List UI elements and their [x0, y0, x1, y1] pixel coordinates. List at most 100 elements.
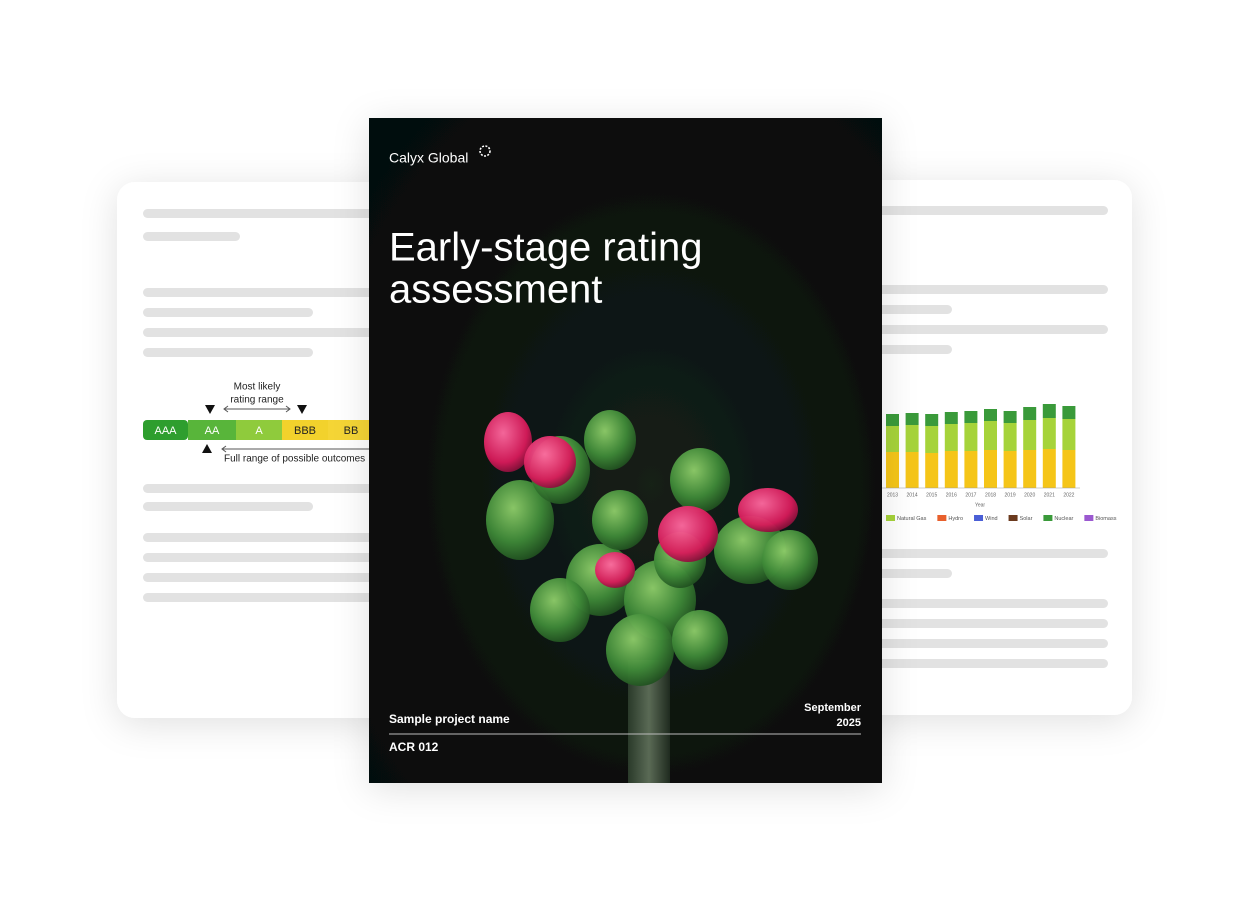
flower-bud — [584, 410, 636, 470]
range-arrow — [221, 445, 380, 453]
flower-bud — [530, 578, 590, 642]
x-tick-label: 2020 — [1024, 492, 1035, 498]
project-code: ACR 012 — [389, 740, 439, 754]
placeholder-line — [143, 553, 383, 562]
grade-segment — [282, 420, 328, 440]
bar-segment — [886, 452, 899, 488]
placeholder-line — [143, 308, 313, 317]
x-tick-label: 2021 — [1044, 492, 1055, 498]
annotation-line: rating range — [230, 395, 284, 406]
bar-segment — [1003, 411, 1017, 423]
bar-segment — [944, 451, 958, 488]
grade-label: AAA — [154, 425, 177, 437]
range-note: Full range of possible outcomes — [224, 454, 365, 465]
flower-bud — [762, 530, 818, 590]
placeholder-line — [870, 285, 1108, 294]
flower-bud-pink — [595, 552, 635, 588]
bar-segment — [1023, 420, 1037, 450]
bar-segment — [944, 412, 958, 424]
bar-segment — [1003, 423, 1017, 451]
grade-label: BBB — [294, 425, 316, 437]
x-axis-title: Year — [975, 502, 985, 508]
legend-label: Nuclear — [1054, 516, 1073, 522]
date-line: 2025 — [837, 717, 861, 729]
bar-segment — [905, 413, 919, 425]
x-tick-label: 2015 — [926, 492, 937, 498]
placeholder-line — [143, 533, 383, 542]
placeholder-line — [870, 345, 952, 354]
flower — [484, 410, 818, 686]
placeholder-line — [870, 305, 952, 314]
bar-segment — [925, 414, 939, 426]
brand-mark — [479, 145, 491, 157]
bar-segment — [905, 425, 919, 452]
legend-label: Solar — [1020, 516, 1033, 522]
flower-bud-pink — [524, 436, 576, 488]
legend-swatch — [974, 515, 984, 521]
bar-segment — [886, 426, 899, 452]
bar-segment — [925, 426, 939, 453]
placeholder-line — [870, 659, 1108, 668]
flower-bud-pink — [484, 412, 532, 472]
x-tick-label: 2019 — [1005, 492, 1016, 498]
flower-bud — [672, 610, 728, 670]
bar-segment — [1042, 418, 1056, 449]
legend-swatch — [1008, 515, 1018, 521]
marker — [297, 405, 307, 414]
marker — [202, 444, 212, 453]
grade-segment — [236, 420, 282, 440]
legend-swatch — [937, 515, 947, 521]
bar-segment — [925, 453, 939, 488]
placeholder-line — [870, 549, 1108, 558]
bar-segment — [984, 450, 997, 488]
placeholder-line — [870, 639, 1108, 648]
range-arrow — [223, 405, 291, 413]
bar-segment — [905, 452, 919, 488]
grade-label: A — [255, 425, 263, 437]
bar-segment — [984, 409, 997, 421]
date-line: September — [804, 702, 862, 714]
bar-segment — [1062, 406, 1076, 419]
bar-segment — [1003, 451, 1017, 488]
x-tick-label: 2013 — [887, 492, 898, 498]
bar-segment — [886, 414, 899, 426]
flower-bud-pink — [738, 488, 798, 532]
x-tick-label: 2016 — [946, 492, 957, 498]
legend-swatch — [1043, 515, 1053, 521]
bar-segment — [1062, 419, 1076, 450]
title-line: assessment — [389, 268, 602, 312]
brand: Calyx Global — [389, 150, 468, 166]
bar-segment — [1023, 450, 1037, 488]
placeholder-line — [870, 619, 1108, 628]
flower-bud — [592, 490, 648, 550]
bar-segment — [1023, 407, 1037, 420]
grade-label: AA — [205, 425, 220, 437]
placeholder-line — [143, 573, 383, 582]
x-tick-label: 2017 — [965, 492, 976, 498]
placeholder-line — [143, 593, 383, 602]
placeholder-line — [870, 599, 1108, 608]
placeholder-line — [870, 569, 952, 578]
legend-label: Wind — [985, 516, 998, 522]
placeholder-line — [143, 209, 403, 218]
flower-bud — [486, 480, 554, 560]
legend-label: Natural Gas — [897, 516, 927, 522]
placeholder-line — [870, 206, 1108, 215]
annotation-line: Most likely — [234, 382, 281, 393]
title-line: Early-stage rating — [389, 226, 702, 270]
placeholder-line — [870, 325, 1108, 334]
bar-segment — [1062, 450, 1076, 488]
x-tick-label: 2022 — [1063, 492, 1074, 498]
placeholder-line — [143, 328, 383, 337]
bar-segment — [964, 411, 978, 423]
grade-segment — [143, 420, 188, 440]
legend-label: Hydro — [948, 516, 963, 522]
bar-segment — [964, 423, 978, 451]
marker — [205, 405, 215, 414]
legend-label: Biomass — [1095, 516, 1116, 522]
bar-segment — [1042, 449, 1056, 488]
placeholder-line — [143, 502, 313, 511]
bar-segment — [984, 421, 997, 450]
project-name: Sample project name — [389, 712, 510, 726]
